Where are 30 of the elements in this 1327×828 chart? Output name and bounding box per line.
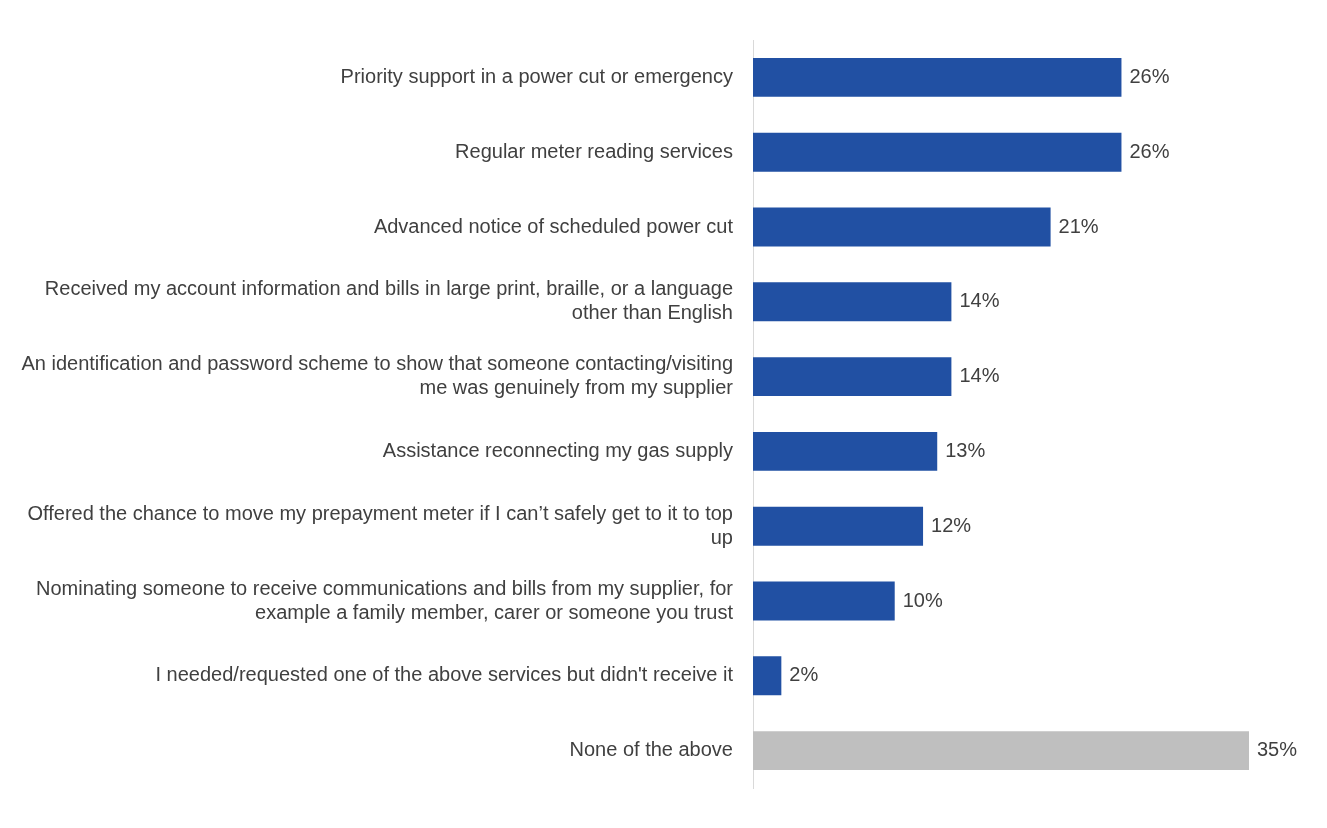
y-tick-label: I needed/requested one of the above services but didn't receive it [155,663,734,686]
data-label: 26% [1129,139,1170,162]
y-tick-label: None of the above [569,738,733,761]
data-label: 35% [1257,738,1298,761]
data-label: 14% [959,289,1000,312]
bar [753,506,924,546]
data-label: 10% [902,588,943,611]
y-tick-label: Priority support in a power cut or emergency [340,64,733,87]
bar [753,57,1122,97]
bar [753,656,782,696]
bar [753,207,1051,247]
y-tick-label: Nominating someone to receive communications and bills from my supplier, for example a family member, carer or someone you trust [36,576,734,623]
y-tick-label: Assistance reconnecting my gas supply [382,438,733,461]
y-tick-label: An identification and password scheme to show that someone contacting/visiting me was genuinely from my supplier [21,352,734,399]
data-label: 2% [789,663,819,686]
y-tick-label: Regular meter reading services [455,139,733,162]
y-tick-label: Offered the chance to move my prepayment meter if I can’t safely get to it to top up [27,501,733,548]
y-tick-label: Received my account information and bills in large print, braille, or a language other than English [44,277,733,324]
bar [753,731,1249,771]
data-label: 21% [1058,214,1099,237]
data-label: 13% [945,438,986,461]
y-tick-label: Advanced notice of scheduled power cut [373,214,734,237]
bar [753,357,952,397]
data-label: 14% [959,364,1000,387]
bar [753,132,1122,172]
data-label: 26% [1129,64,1170,87]
bar [753,282,952,322]
bar [753,431,938,471]
bar [753,581,895,621]
data-label: 12% [931,513,972,536]
